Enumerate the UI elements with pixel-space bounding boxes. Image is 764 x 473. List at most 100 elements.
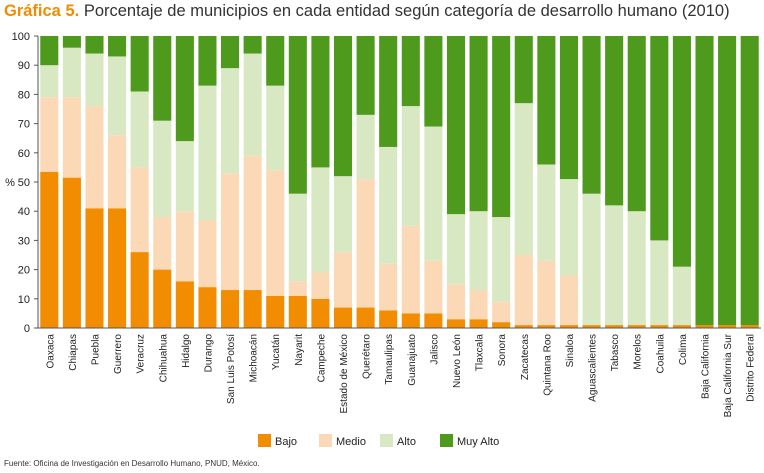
bar-segment — [62, 177, 81, 328]
bar-segment — [627, 211, 646, 326]
x-tick-label: Nayarit — [294, 334, 305, 366]
bar-segment — [537, 36, 556, 165]
bar-segment — [492, 322, 511, 328]
bar-segment — [311, 298, 330, 328]
bar-segment — [740, 325, 759, 328]
x-tick-label: Durango — [203, 334, 214, 373]
bar-segment — [492, 36, 511, 218]
bar-segment — [446, 319, 466, 328]
x-tick-label: Baja California — [701, 334, 712, 399]
y-tick-label: 60 — [18, 148, 30, 160]
bar-segment — [650, 36, 669, 241]
bar-segment — [424, 313, 443, 328]
bar-segment — [221, 173, 240, 291]
bar-segment — [582, 36, 601, 194]
bar-segment — [424, 260, 443, 314]
bar-segment — [175, 141, 194, 212]
stacked-bar-chart: 0 10 20 30 40 50 60 70 80 90 100% Oaxaca Chiapas Pueb… — [5, 31, 761, 448]
bar-segment — [266, 36, 285, 86]
y-tick-label: 0 — [24, 323, 30, 335]
bar-segment — [62, 47, 81, 98]
bar-segment — [627, 325, 646, 328]
legend-label: Muy Alto — [457, 436, 499, 448]
bar-segment — [514, 325, 533, 328]
x-tick-label: Michoacán — [249, 334, 260, 382]
bar-segment — [379, 36, 398, 147]
y-tick-label: 90 — [18, 60, 30, 72]
bar-segment — [446, 284, 466, 320]
bar-segment — [559, 36, 578, 180]
bar-segment — [356, 307, 375, 328]
bar-segment — [40, 97, 59, 172]
bar-segment — [130, 167, 149, 253]
y-tick-label: 80 — [18, 89, 30, 101]
x-tick-label: Campeche — [316, 334, 327, 383]
bar-segment — [198, 85, 217, 220]
bar-segment — [537, 260, 556, 326]
bar-segment — [356, 179, 375, 308]
x-tick-label: Quintana Roo — [542, 334, 553, 396]
bar-segment — [469, 319, 488, 328]
bar-segment — [288, 193, 307, 282]
bar-segment — [311, 167, 330, 273]
bar-segment — [85, 36, 104, 54]
bar-segment — [356, 114, 375, 180]
x-tick-label: Guerrero — [113, 334, 124, 374]
bar-segment — [514, 255, 533, 326]
bar-segment — [514, 103, 533, 255]
bar-segment — [85, 53, 104, 107]
bar-segment — [401, 313, 420, 328]
bar-segment — [288, 36, 307, 194]
bar-segment — [695, 325, 714, 328]
bar-segment — [718, 325, 737, 328]
x-tick-label: Nuevo León — [452, 334, 463, 388]
bar-segment — [243, 36, 262, 54]
bar-segment — [40, 171, 59, 328]
x-tick-label: Aguascalientes — [588, 334, 599, 402]
bar-segment — [175, 211, 194, 282]
bar-segment — [85, 106, 104, 209]
bar-segment — [243, 53, 262, 156]
bar-segment — [514, 36, 533, 104]
bar-segment — [108, 36, 127, 57]
bar-segment — [537, 164, 556, 261]
y-tick-label: 40 — [18, 206, 30, 218]
legend-label: Alto — [397, 436, 416, 448]
bar-segment — [62, 36, 81, 48]
bar-segment — [718, 36, 737, 326]
x-tick-label: Distrito Federal — [746, 334, 757, 402]
bar-segment — [266, 85, 285, 171]
bar-segment — [379, 310, 398, 328]
x-tick-label: Estado de México — [339, 334, 350, 414]
chart-title-text: Porcentaje de municipios en cada entidad… — [83, 2, 730, 20]
bar-segment — [153, 36, 172, 121]
bar-segment — [627, 36, 646, 212]
bar-segment — [559, 275, 578, 326]
x-tick-label: Colima — [678, 334, 689, 366]
bar-segment — [333, 307, 353, 328]
bar-segment — [379, 146, 398, 264]
bar-segment — [469, 290, 488, 320]
x-tick-label: Yucatán — [271, 334, 282, 370]
chart-number-label: Gráfica 5. — [4, 2, 80, 20]
bar-segment — [221, 68, 240, 174]
y-tick-label: 20 — [18, 265, 30, 277]
bar-segment — [311, 272, 330, 299]
bar-segment — [740, 36, 759, 326]
bar-segment — [537, 325, 556, 328]
bar-segment — [198, 36, 217, 86]
bar-segment — [130, 36, 149, 92]
x-tick-label: Veracruz — [136, 334, 147, 373]
x-tick-label: Tamaulipas — [384, 334, 395, 385]
x-tick-label: Querétaro — [362, 334, 373, 379]
bar-segment — [266, 295, 285, 328]
x-tick-label: Zacatecas — [520, 334, 531, 380]
bar-segment — [221, 290, 240, 328]
bar-segment — [672, 266, 691, 326]
bar-segment — [356, 36, 375, 115]
x-tick-label: Jalisco — [429, 334, 440, 365]
y-tick-label: 70 — [18, 119, 30, 131]
bar-segment — [650, 325, 669, 328]
y-axis-label: % — [5, 177, 15, 189]
legend-swatch — [258, 434, 271, 447]
